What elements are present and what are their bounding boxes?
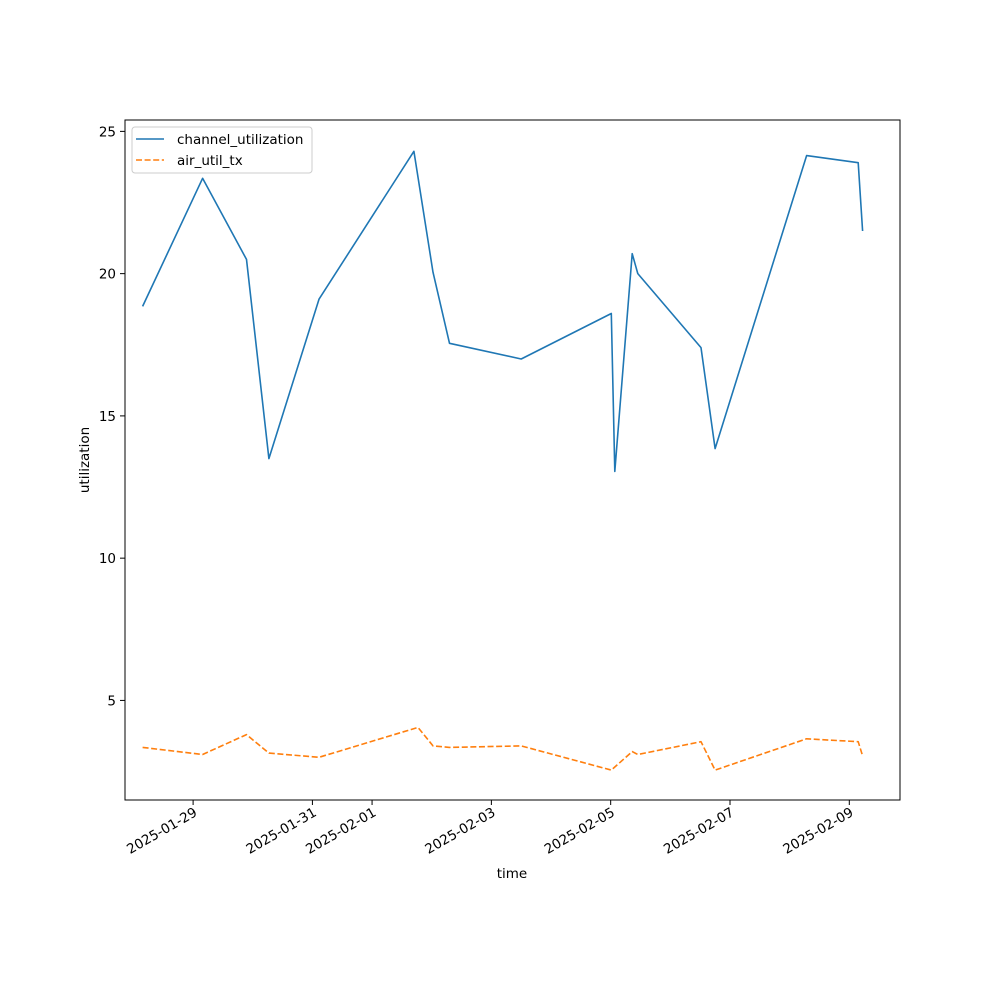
plot-frame <box>124 119 901 801</box>
legend-box <box>131 126 313 174</box>
y-axis: 5 10 15 20 25 <box>99 124 125 709</box>
series-line-channel-utilization <box>141 150 864 473</box>
legend-label: channel_utilization <box>177 132 304 148</box>
series-group <box>141 150 864 771</box>
legend-label: air_util_tx <box>177 153 243 169</box>
y-tick-label: 15 <box>99 409 116 425</box>
series-line-air-util-tx <box>142 726 864 771</box>
y-tick-label: 20 <box>99 267 116 283</box>
y-tick-label: 5 <box>107 693 116 709</box>
y-tick-label: 10 <box>99 551 116 567</box>
y-tick-label: 25 <box>99 124 116 140</box>
y-axis-title: utilization <box>77 427 93 493</box>
x-axis-title: time <box>497 866 528 882</box>
legend: channel_utilization air_util_tx <box>131 126 313 174</box>
